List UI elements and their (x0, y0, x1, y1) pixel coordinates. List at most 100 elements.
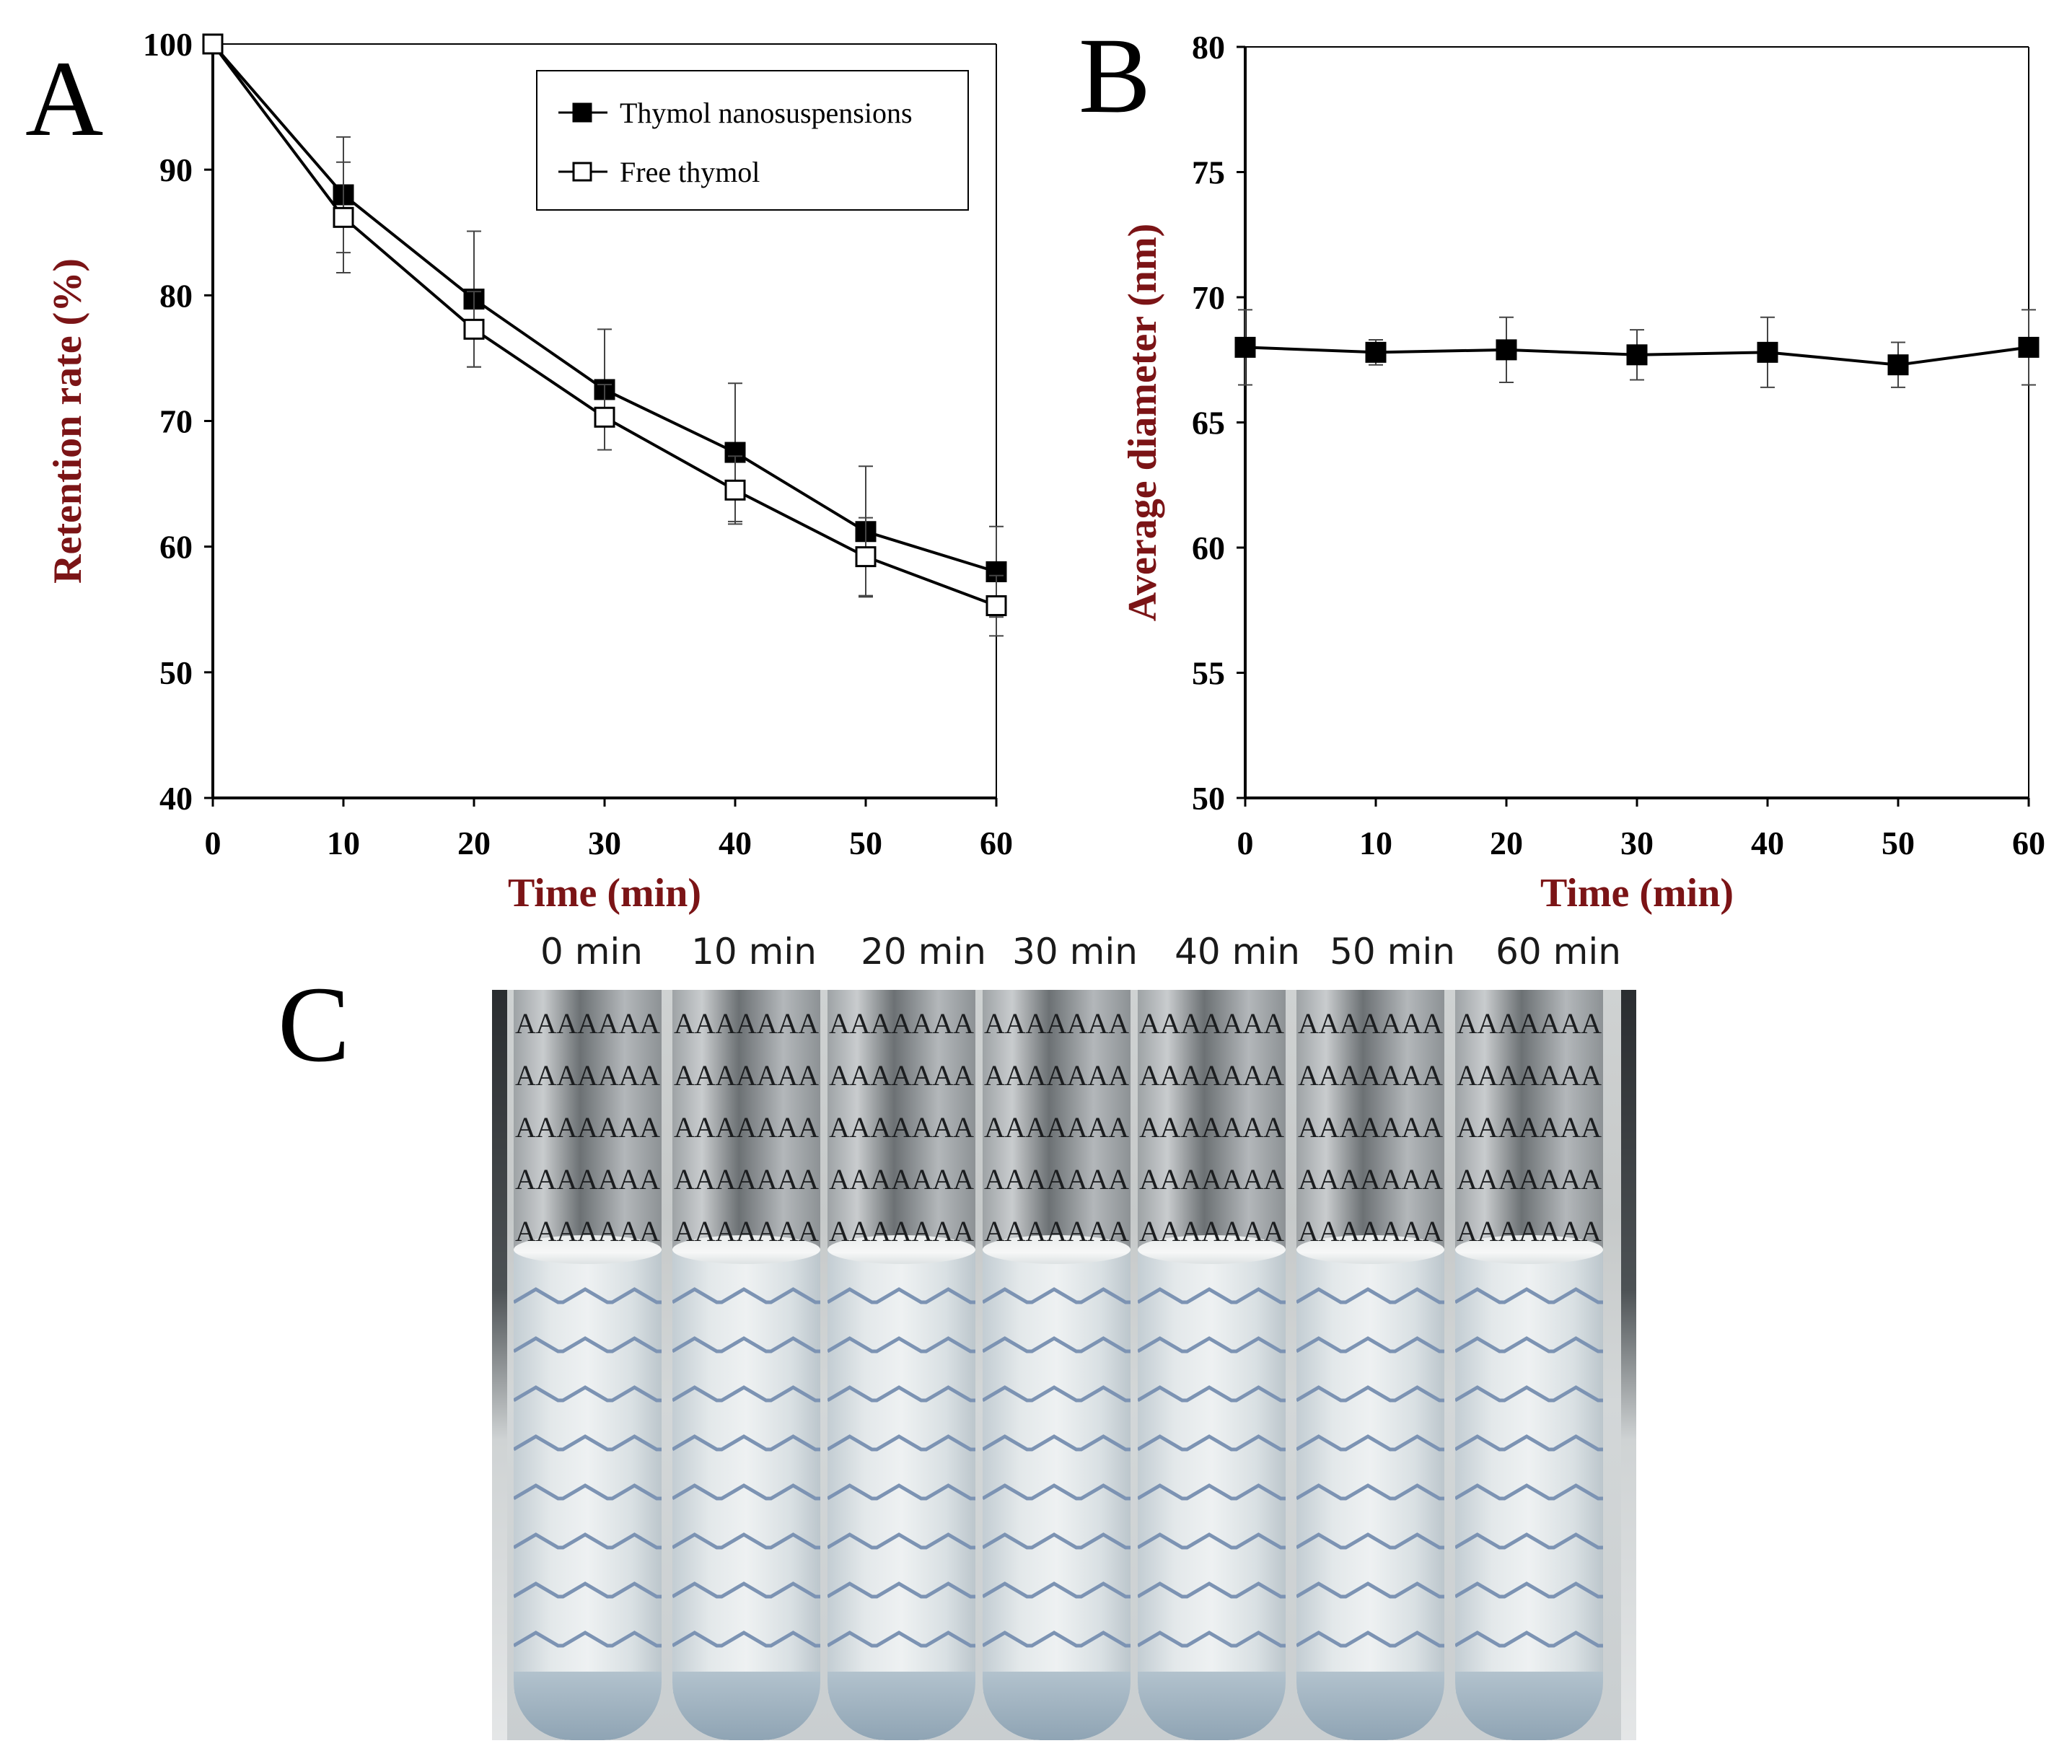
liquid-meniscus (1455, 1235, 1603, 1264)
background-letter-row: AAAAAAA (1139, 1059, 1284, 1092)
refracted-letter-row (983, 1483, 1131, 1501)
tube-bottom-sediment (828, 1672, 975, 1740)
tube-label: 10 min (691, 931, 817, 973)
chart-a-ytick-label: 80 (159, 277, 193, 314)
liquid-meniscus (828, 1235, 975, 1264)
chart-a-xtick-label: 60 (980, 825, 1013, 861)
chart-a-legend-label: Free thymol (620, 156, 760, 188)
liquid-meniscus (514, 1235, 662, 1264)
tube-bottom-sediment (514, 1672, 662, 1740)
chart-b-xtick-label: 20 (1490, 825, 1523, 861)
test-tube: AAAAAAA AAAAAAA AAAAAAA AAAAAAA AAAAAAA (828, 990, 975, 1740)
background-letter-row: AAAAAAA (674, 1111, 819, 1144)
background-letter-row: AAAAAAA (1298, 1163, 1443, 1195)
refracted-letter-row (514, 1336, 662, 1353)
background-letter-rows: AAAAAAA AAAAAAA AAAAAAA AAAAAAA AAAAAAA (1139, 1007, 1284, 1242)
chart-a-ytick-label: 50 (159, 654, 193, 691)
chart-a-data-point (594, 406, 615, 428)
chart-b-xtick-label: 0 (1237, 825, 1254, 861)
background-letter-row: AAAAAAA (515, 1007, 660, 1040)
refracted-letter-row (983, 1287, 1131, 1304)
tube-label: 0 min (540, 931, 643, 973)
tube-liquid (828, 1250, 975, 1740)
test-tube: AAAAAAA AAAAAAA AAAAAAA AAAAAAA AAAAAAA (1296, 990, 1444, 1740)
chart-b-ytick-label: 80 (1192, 29, 1225, 66)
background-letter-row: AAAAAAA (829, 1215, 974, 1242)
test-tube: AAAAAAA AAAAAAA AAAAAAA AAAAAAA AAAAAAA (1455, 990, 1603, 1740)
refracted-letter-row (1296, 1336, 1444, 1353)
refracted-letter-row (514, 1483, 662, 1501)
chart-b-x-axis-title: Time (min) (1540, 871, 1734, 916)
chart-a-ytick-label: 70 (159, 403, 193, 440)
refracted-letter-row (1138, 1581, 1286, 1599)
background-letter-row: AAAAAAA (1139, 1163, 1284, 1195)
background-letter-rows: AAAAAAA AAAAAAA AAAAAAA AAAAAAA AAAAAAA (1298, 1007, 1443, 1242)
refracted-letter-row (828, 1336, 975, 1353)
refracted-letter-row (514, 1631, 662, 1648)
chart-a-data-point (985, 595, 1007, 617)
test-tube: AAAAAAA AAAAAAA AAAAAAA AAAAAAA AAAAAAA (983, 990, 1131, 1740)
chart-b-ytick-label: 50 (1192, 780, 1225, 817)
background-letter-row: AAAAAAA (1298, 1215, 1443, 1242)
background-letter-row: AAAAAAA (984, 1111, 1129, 1144)
background-letter-row: AAAAAAA (1457, 1007, 1602, 1040)
refracted-letter-row (1455, 1631, 1603, 1648)
chart-b-data-point (1887, 354, 1909, 376)
refracted-letter-rows (672, 1287, 820, 1693)
tube-empty-section (828, 990, 975, 1250)
background-letter-row: AAAAAAA (1457, 1163, 1602, 1195)
test-tube: AAAAAAA AAAAAAA AAAAAAA AAAAAAA AAAAAAA (672, 990, 820, 1740)
refracted-letter-row (672, 1483, 820, 1501)
tube-liquid (1296, 1250, 1444, 1740)
refracted-letter-row (514, 1581, 662, 1599)
refracted-letter-row (828, 1581, 975, 1599)
background-letter-row: AAAAAAA (984, 1163, 1129, 1195)
background-letter-row: AAAAAAA (829, 1059, 974, 1092)
chart-b-xtick-label: 60 (2012, 825, 2045, 861)
tube-liquid (1138, 1250, 1286, 1740)
background-letter-rows: AAAAAAA AAAAAAA AAAAAAA AAAAAAA AAAAAAA (829, 1007, 974, 1242)
chart-b-xtick-label: 40 (1751, 825, 1784, 861)
refracted-letter-row (1138, 1532, 1286, 1550)
tube-bottom-sediment (1455, 1672, 1603, 1740)
tube-label: 50 min (1330, 931, 1455, 973)
refracted-letter-row (672, 1581, 820, 1599)
liquid-meniscus (1296, 1235, 1444, 1264)
test-tube: AAAAAAA AAAAAAA AAAAAAA AAAAAAA AAAAAAA (514, 990, 662, 1740)
chart-b-data-point (1626, 344, 1648, 366)
refracted-letter-row (1296, 1532, 1444, 1550)
background-letter-rows: AAAAAAA AAAAAAA AAAAAAA AAAAAAA AAAAAAA (674, 1007, 819, 1242)
refracted-letter-row (983, 1336, 1131, 1353)
refracted-letter-rows (1455, 1287, 1603, 1693)
refracted-letter-row (1138, 1631, 1286, 1648)
background-letter-row: AAAAAAA (1139, 1215, 1284, 1242)
chart-a-xtick-label: 40 (719, 825, 752, 861)
refracted-letter-row (1296, 1581, 1444, 1599)
tube-label: 60 min (1496, 931, 1621, 973)
background-letter-row: AAAAAAA (1457, 1111, 1602, 1144)
background-letter-row: AAAAAAA (1139, 1111, 1284, 1144)
refracted-letter-rows (1138, 1287, 1286, 1693)
chart-b-data-point (2018, 336, 2040, 358)
background-letter-row: AAAAAAA (674, 1059, 819, 1092)
background-letter-row: AAAAAAA (674, 1007, 819, 1040)
chart-a-xtick-label: 50 (849, 825, 882, 861)
chart-b-xtick-label: 30 (1620, 825, 1654, 861)
refracted-letter-row (1138, 1287, 1286, 1304)
background-letter-rows: AAAAAAA AAAAAAA AAAAAAA AAAAAAA AAAAAAA (984, 1007, 1129, 1242)
refracted-letter-row (1296, 1385, 1444, 1403)
chart-b-data-point (1757, 341, 1778, 363)
chart-a-legend-marker (572, 162, 592, 182)
panel-letter-c: C (278, 965, 351, 1084)
refracted-letter-row (1455, 1532, 1603, 1550)
tube-label: 30 min (1012, 931, 1138, 973)
refracted-letter-row (672, 1385, 820, 1403)
chart-a-legend-label: Thymol nanosuspensions (620, 97, 913, 129)
tube-empty-section (514, 990, 662, 1250)
test-tube: AAAAAAA AAAAAAA AAAAAAA AAAAAAA AAAAAAA (1138, 990, 1286, 1740)
refracted-letter-row (828, 1385, 975, 1403)
background-letter-row: AAAAAAA (984, 1215, 1129, 1242)
tube-empty-section (1455, 990, 1603, 1250)
chart-b-data-point (1365, 341, 1387, 363)
tube-bottom-sediment (1138, 1672, 1286, 1740)
